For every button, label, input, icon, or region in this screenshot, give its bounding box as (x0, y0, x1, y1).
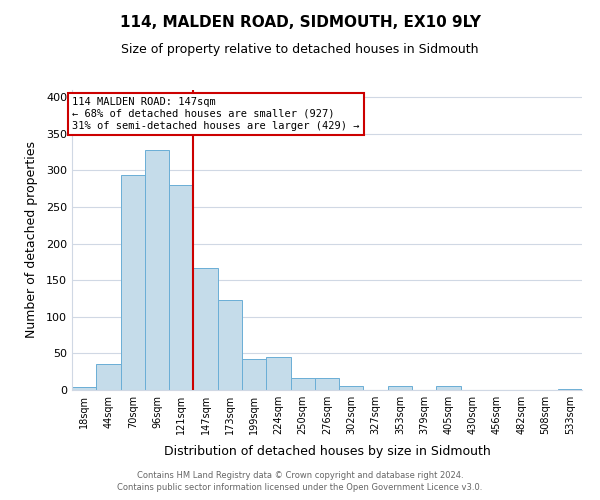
Text: 114 MALDEN ROAD: 147sqm
← 68% of detached houses are smaller (927)
31% of semi-d: 114 MALDEN ROAD: 147sqm ← 68% of detache… (72, 98, 359, 130)
Bar (388, 386, 412, 390)
X-axis label: Distribution of detached houses by size in Sidmouth: Distribution of detached houses by size … (164, 446, 490, 458)
Y-axis label: Number of detached properties: Number of detached properties (25, 142, 38, 338)
Bar (558, 388, 582, 390)
Bar (72, 387, 96, 390)
Text: Contains public sector information licensed under the Open Government Licence v3: Contains public sector information licen… (118, 484, 482, 492)
Bar (169, 185, 193, 390)
Bar (145, 150, 169, 390)
Bar (242, 360, 266, 390)
Bar (193, 268, 218, 390)
Bar (339, 386, 364, 390)
Bar (266, 357, 290, 390)
Text: Contains HM Land Registry data © Crown copyright and database right 2024.: Contains HM Land Registry data © Crown c… (137, 471, 463, 480)
Bar (315, 378, 339, 390)
Text: 114, MALDEN ROAD, SIDMOUTH, EX10 9LY: 114, MALDEN ROAD, SIDMOUTH, EX10 9LY (119, 15, 481, 30)
Bar (96, 364, 121, 390)
Bar (218, 300, 242, 390)
Bar (436, 386, 461, 390)
Text: Size of property relative to detached houses in Sidmouth: Size of property relative to detached ho… (121, 42, 479, 56)
Bar (121, 175, 145, 390)
Bar (290, 378, 315, 390)
